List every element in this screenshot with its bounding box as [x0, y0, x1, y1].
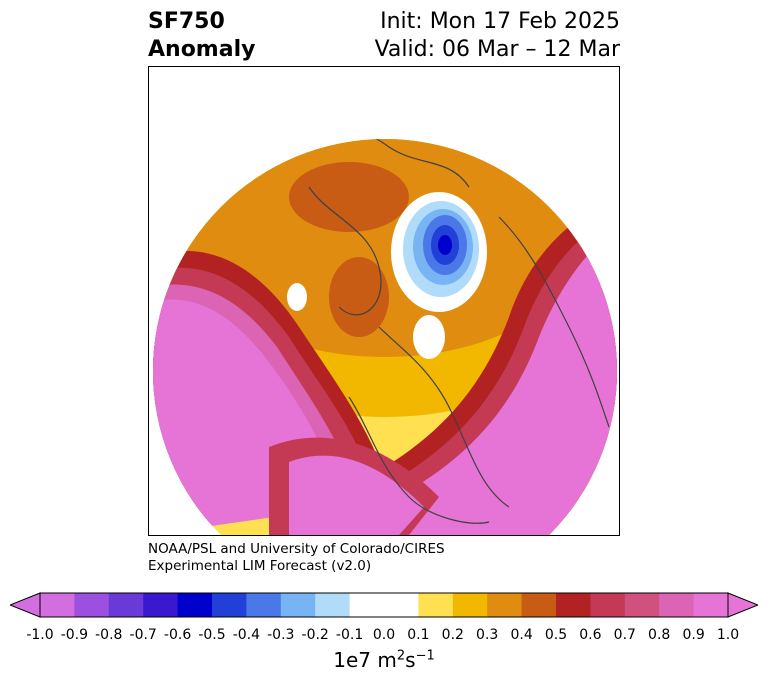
colorbar-bin	[280, 593, 316, 617]
colorbar-tick-label: -0.7	[129, 627, 157, 643]
colorbar-bin	[143, 593, 179, 617]
valid-date: Valid: 06 Mar – 12 Mar	[374, 37, 620, 62]
units-mid: s	[405, 648, 416, 672]
colorbar-tick-label: 0.3	[476, 627, 499, 643]
colorbar-bin	[212, 593, 247, 617]
colorbar-extend-right	[727, 592, 758, 618]
colorbar-tick-label: 0.1	[407, 627, 430, 643]
credit-line-1: NOAA/PSL and University of Colorado/CIRE…	[148, 541, 445, 557]
colorbar-tick-label: 0.5	[544, 627, 568, 643]
colorbar-tick-label: -1.0	[26, 627, 54, 643]
units-exp2: −1	[415, 648, 435, 664]
colorbar-bin	[384, 593, 419, 617]
colorbar-tick-label: 0.0	[372, 627, 396, 643]
colorbar-tick-label: 0.6	[579, 627, 602, 643]
colorbar-bin	[177, 593, 213, 617]
colorbar-tick-label: -0.6	[163, 627, 192, 643]
colorbar-bin	[315, 593, 351, 617]
colorbar-bin	[246, 593, 282, 617]
colorbar-bin	[659, 593, 695, 617]
colorbar-bin	[108, 593, 144, 617]
colorbar-tick-label: -0.1	[335, 627, 364, 643]
colorbar-tick-label: -0.4	[232, 627, 261, 643]
colorbar-tick-label: 0.9	[682, 627, 705, 643]
map-svg	[153, 139, 617, 535]
anomaly-field	[153, 139, 617, 535]
colorbar-tick-label: 0.4	[510, 627, 533, 643]
colorbar-tick-label: 0.8	[648, 627, 671, 643]
colorbar-bin	[349, 593, 385, 617]
colorbar-bin	[452, 593, 488, 617]
colorbar-tick-label: -0.5	[198, 627, 226, 643]
units-base: 1e7 m	[333, 648, 397, 672]
units-exp1: 2	[396, 648, 406, 664]
colorbar-extend-left	[10, 592, 41, 618]
colorbar-bin	[590, 593, 626, 617]
colorbar-bin	[487, 593, 523, 617]
colorbar-bin	[521, 593, 557, 617]
colorbar-units: 1e7 m2s−1	[0, 648, 768, 672]
colorbar-bin	[556, 593, 591, 617]
anomaly-label: Anomaly	[148, 37, 256, 62]
colorbar-tick-label: 0.2	[441, 627, 464, 643]
colorbar	[10, 592, 758, 618]
credit-line-2: Experimental LIM Forecast (v2.0)	[148, 558, 372, 574]
colorbar-bin	[74, 593, 110, 617]
chart-title-right: Init: Mon 17 Feb 2025 Valid: 06 Mar – 12…	[375, 8, 620, 64]
chart-title-left: SF750 Anomaly	[148, 8, 255, 64]
colorbar-tick-label: -0.2	[301, 627, 329, 643]
colorbar-bin	[624, 593, 660, 617]
colorbar-tick-label: -0.8	[95, 627, 123, 643]
colorbar-bin	[693, 593, 729, 617]
colorbar-tick-label: -0.9	[60, 627, 89, 643]
colorbar-tick-label: 1.0	[716, 627, 740, 643]
colorbar-bin	[418, 593, 454, 617]
colorbar-bin	[40, 593, 75, 617]
anomaly-map	[148, 66, 620, 536]
variable-label: SF750	[148, 9, 225, 34]
colorbar-tick-label: 0.7	[613, 627, 636, 643]
credit-text: NOAA/PSL and University of Colorado/CIRE…	[148, 541, 445, 575]
colorbar-frame	[39, 592, 729, 618]
colorbar-tick-label: -0.3	[267, 627, 295, 643]
init-date: Init: Mon 17 Feb 2025	[380, 9, 620, 34]
